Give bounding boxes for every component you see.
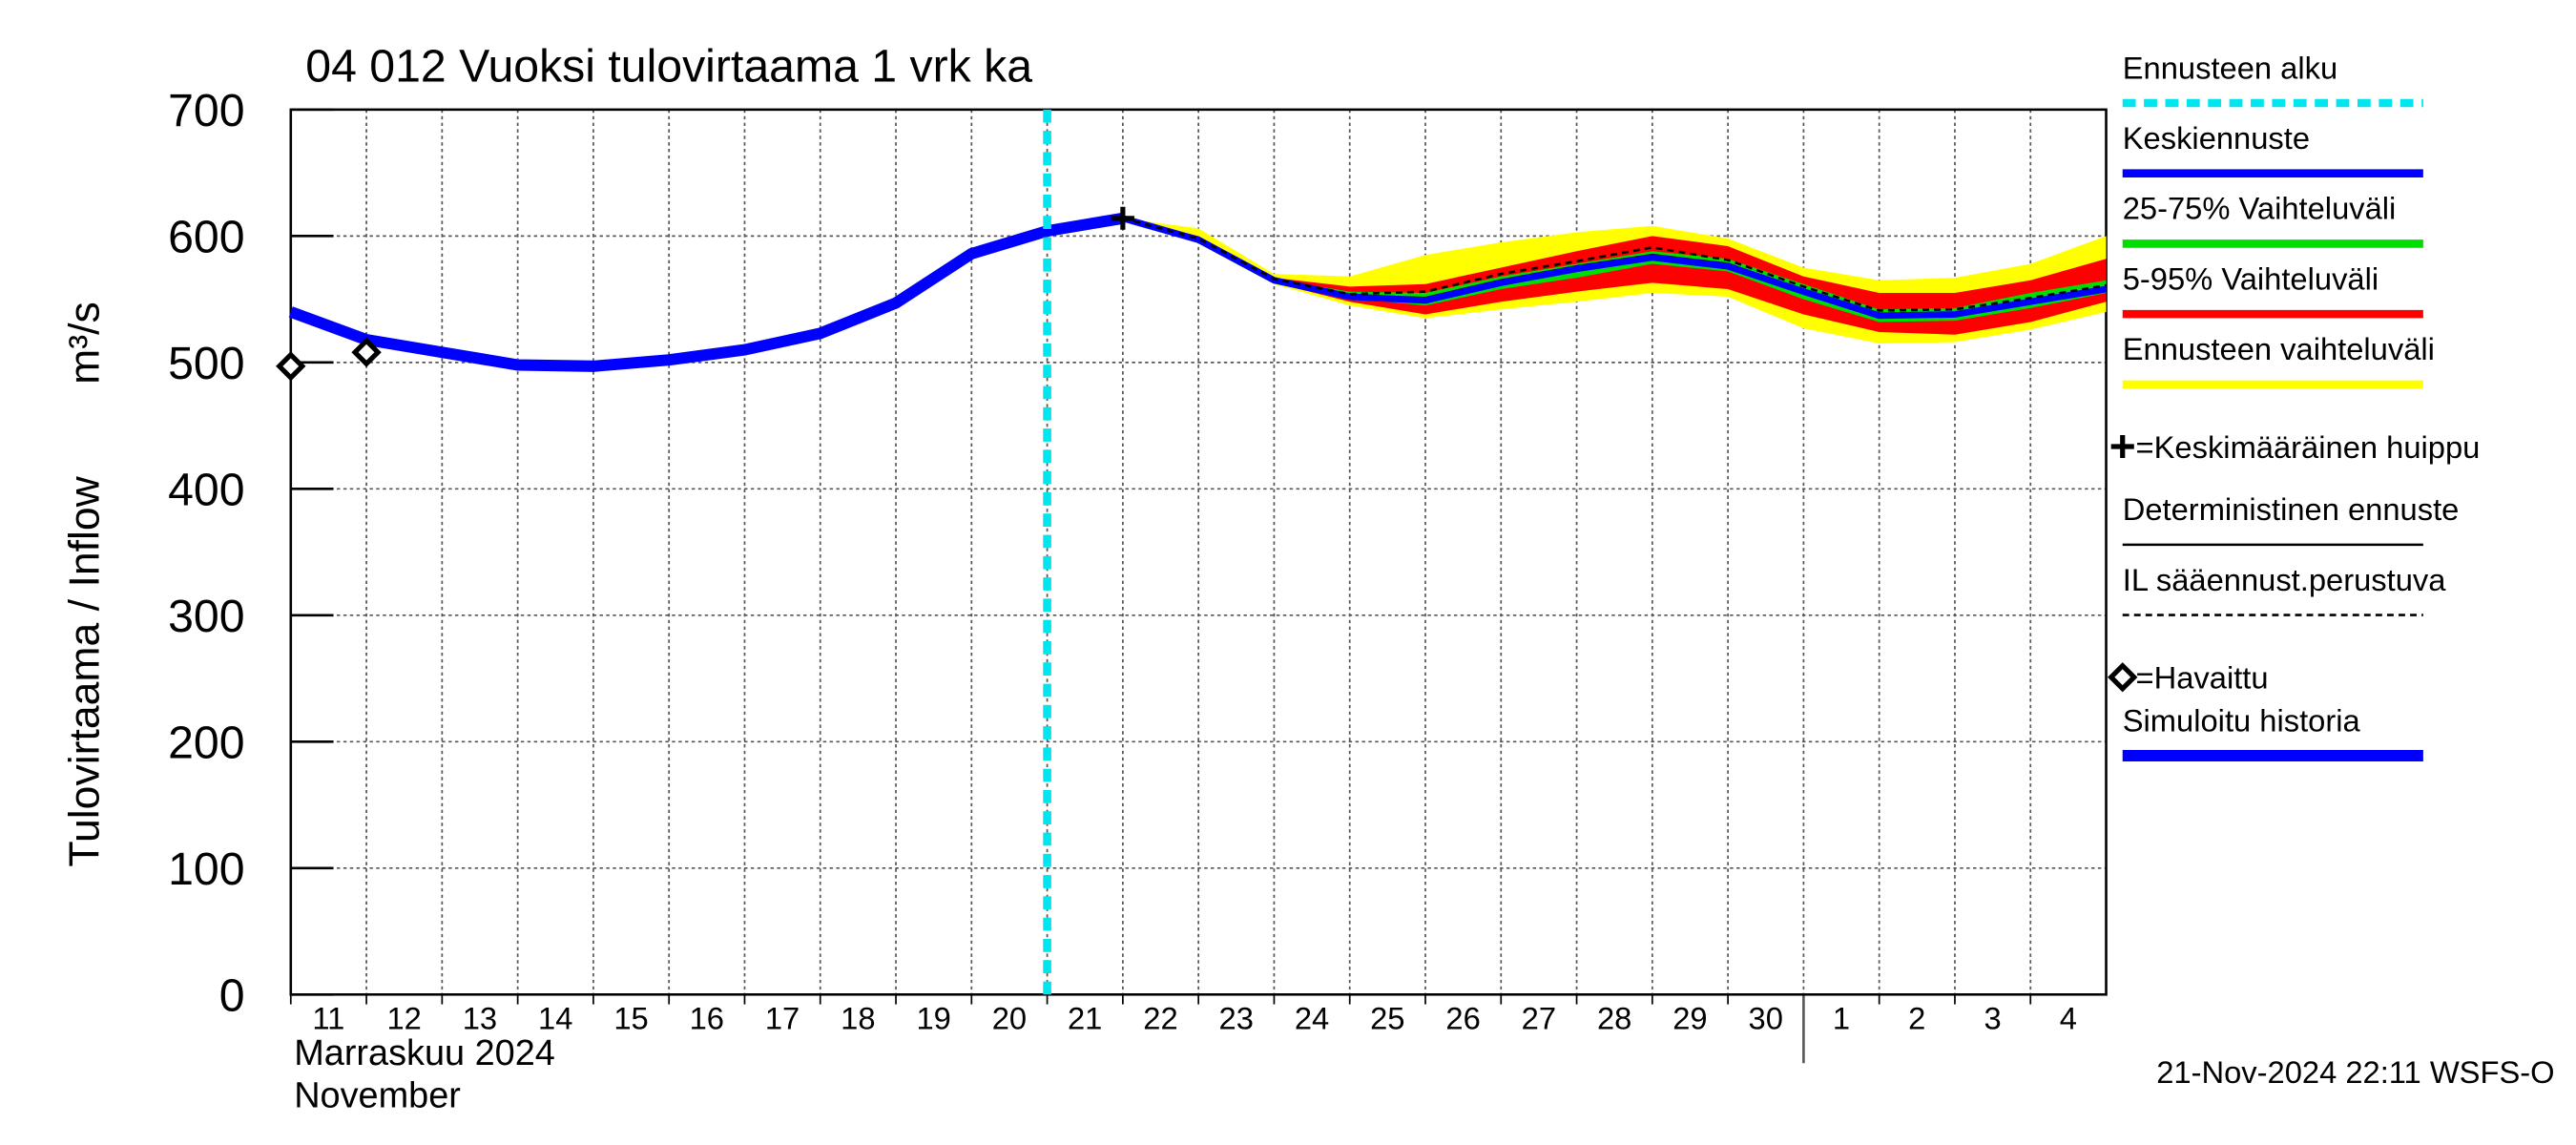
x-tick-label: 19 xyxy=(916,1000,950,1035)
peak-marker xyxy=(1111,206,1134,230)
observed-marker xyxy=(351,337,382,367)
x-tick-label: 13 xyxy=(463,1000,497,1035)
month-label-en: November xyxy=(294,1076,461,1116)
legend-label: =Keskimääräinen huippu xyxy=(2136,429,2481,465)
x-tick-label: 12 xyxy=(386,1000,421,1035)
plot-frame xyxy=(289,108,2108,996)
legend-label: Simuloitu historia xyxy=(2123,702,2361,738)
legend-label: 5-95% Vaihteluväli xyxy=(2123,260,2379,296)
x-tick-label: 18 xyxy=(841,1000,875,1035)
y-tick-label: 400 xyxy=(168,465,244,516)
dashed-line xyxy=(1122,217,2107,312)
legend-label: Keskiennuste xyxy=(2123,120,2310,156)
legend-marker xyxy=(2108,662,2138,693)
month-label: Marraskuu 2024 xyxy=(294,1033,555,1073)
legend-label: Deterministinen ennuste xyxy=(2123,491,2460,527)
y-tick-label: 200 xyxy=(168,718,244,769)
legend-label: =Havaittu xyxy=(2136,660,2269,696)
line xyxy=(1121,215,2108,320)
x-tick-label: 25 xyxy=(1370,1000,1404,1035)
legend-label: 25-75% Vaihteluväli xyxy=(2123,191,2397,226)
x-tick-label: 23 xyxy=(1219,1000,1254,1035)
observed-marker xyxy=(276,351,306,382)
timestamp: 21-Nov-2024 22:11 WSFS-O xyxy=(2156,1054,2554,1090)
x-tick-label: 26 xyxy=(1445,1000,1480,1035)
legend-label: IL sääennust.perustuva xyxy=(2123,562,2447,597)
y-axis-label: Tulovirtaama / Inflow xyxy=(61,475,108,866)
x-tick-label: 30 xyxy=(1749,1000,1783,1035)
x-tick-label: 17 xyxy=(765,1000,800,1035)
x-tick-label: 1 xyxy=(1833,1000,1850,1035)
x-tick-label: 3 xyxy=(1984,1000,2001,1035)
y-tick-label: 700 xyxy=(168,85,244,136)
x-tick-label: 27 xyxy=(1522,1000,1556,1035)
x-tick-label: 4 xyxy=(2060,1000,2077,1035)
y-tick-label: 0 xyxy=(219,970,245,1022)
legend-label: Ennusteen alku xyxy=(2123,50,2337,85)
x-tick-label: 2 xyxy=(1908,1000,1925,1035)
x-tick-label: 24 xyxy=(1295,1000,1329,1035)
x-tick-label: 20 xyxy=(992,1000,1027,1035)
y-tick-label: 500 xyxy=(168,338,244,389)
y-tick-label: 300 xyxy=(168,591,244,642)
x-tick-label: 15 xyxy=(613,1000,648,1035)
y-tick-label: 600 xyxy=(168,212,244,263)
x-tick-label: 22 xyxy=(1143,1000,1177,1035)
x-tick-label: 21 xyxy=(1068,1000,1102,1035)
x-tick-label: 29 xyxy=(1672,1000,1707,1035)
chart-title: 04 012 Vuoksi tulovirtaama 1 vrk ka xyxy=(305,41,1032,93)
x-tick-label: 16 xyxy=(690,1000,724,1035)
x-tick-label: 14 xyxy=(538,1000,572,1035)
legend-marker xyxy=(2110,435,2134,458)
y-tick-label: 100 xyxy=(168,843,244,895)
legend-label: Ennusteen vaihteluväli xyxy=(2123,331,2435,366)
y-axis-unit: m³/s xyxy=(61,302,108,385)
x-tick-label: 28 xyxy=(1597,1000,1631,1035)
line xyxy=(288,212,1124,372)
x-tick-label: 11 xyxy=(312,1000,344,1035)
